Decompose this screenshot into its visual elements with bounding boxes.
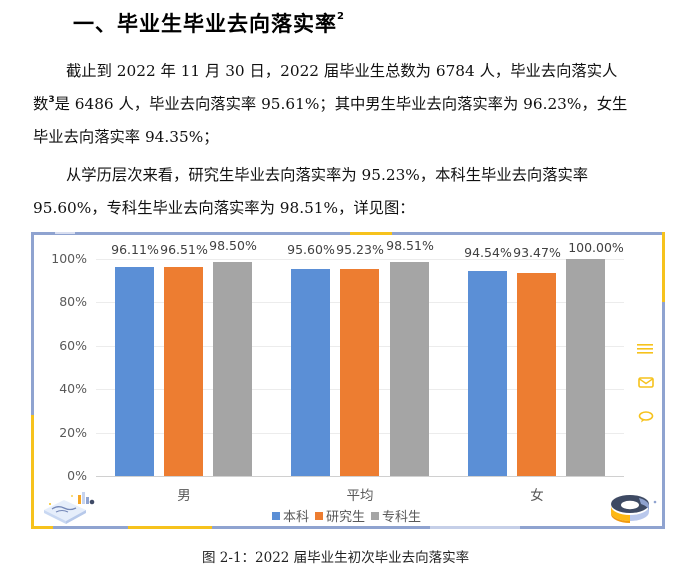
figure-caption: 图 2-1：2022 届毕业生初次毕业去向落实率 — [202, 550, 470, 566]
chart-border-left-accent — [31, 415, 34, 529]
data-label: 96.11% — [111, 242, 159, 257]
y-tick-label: 80% — [59, 294, 87, 309]
y-tick-label: 0% — [67, 468, 87, 483]
comment-icon[interactable] — [638, 410, 654, 424]
y-tick-label: 100% — [51, 251, 87, 266]
data-label: 100.00% — [568, 240, 624, 255]
section-heading-text: 一、毕业生毕业去向落实率 — [73, 12, 337, 36]
data-label: 98.50% — [209, 238, 257, 253]
data-label: 95.23% — [336, 242, 384, 257]
y-tick-label: 20% — [59, 425, 87, 440]
legend-label: 研究生 — [326, 510, 366, 525]
data-label: 96.51% — [160, 242, 208, 257]
paragraph-1-line-1: 截止到 2022 年 11 月 30 日，2022 届毕业生总数为 6784 人… — [66, 62, 618, 80]
y-tick-label: 40% — [59, 381, 87, 396]
legend-swatch — [272, 511, 280, 520]
bar-yanjiusheng-average[interactable] — [340, 269, 379, 476]
paragraph-2-line-2: 95.60%，专科生毕业去向落实率为 98.51%，详见图： — [33, 199, 415, 217]
footnote-marker[interactable]: 3 — [48, 95, 55, 105]
legend-swatch — [371, 511, 380, 520]
menu-icon[interactable] — [636, 343, 654, 355]
bar-zhuankesheng-average[interactable] — [390, 262, 429, 476]
x-axis-line — [96, 476, 624, 477]
category-label: 女 — [530, 488, 544, 504]
bar-zhuankesheng-female[interactable] — [566, 259, 605, 476]
y-tick-label: 60% — [59, 338, 87, 353]
data-label: 93.47% — [513, 245, 561, 260]
chart-border-accent — [430, 526, 520, 529]
legend-label: 专科生 — [382, 510, 422, 525]
donut-chart-illustration-icon — [611, 495, 657, 523]
text-span: 是 6486 人，毕业去向落实率 95.61%；其中男生毕业去向落实率为 96.… — [54, 95, 628, 113]
data-label: 94.54% — [464, 245, 512, 260]
chart-border-right-accent — [662, 232, 665, 302]
bar-yanjiusheng-male[interactable] — [164, 267, 203, 476]
category-label: 平均 — [346, 488, 374, 504]
data-label: 95.60% — [287, 242, 335, 257]
legend-item-yanjiusheng[interactable]: 研究生 — [315, 506, 365, 525]
bar-benke-average[interactable] — [291, 269, 330, 476]
paragraph-2-line-1: 从学历层次来看，研究生毕业去向落实率为 95.23%，本科生毕业去向落实率 — [66, 166, 589, 184]
chart-border-top — [31, 232, 665, 235]
footnote-marker[interactable]: 2 — [337, 11, 345, 22]
legend-item-zhuankesheng[interactable]: 专科生 — [371, 506, 421, 525]
paragraph-1-line-2: 数3是 6486 人，毕业去向落实率 95.61%；其中男生毕业去向落实率为 9… — [33, 88, 627, 121]
section-heading: 一、毕业生毕业去向落实率2 — [73, 8, 345, 38]
bar-benke-female[interactable] — [468, 271, 507, 476]
chart-border-accent — [31, 526, 53, 529]
chart-border-left — [31, 232, 34, 415]
chart-border-right — [662, 302, 665, 529]
chart-border-bottom — [31, 526, 665, 529]
text-span: 数 — [33, 95, 49, 113]
data-label: 98.51% — [386, 238, 434, 253]
mail-icon[interactable] — [638, 377, 654, 389]
bar-zhuankesheng-male[interactable] — [213, 262, 252, 476]
paragraph-1-line-3: 毕业去向落实率 94.35%； — [33, 128, 219, 146]
category-label: 男 — [177, 488, 191, 504]
chart-border-accent — [350, 232, 392, 235]
report-illustration-icon — [44, 492, 95, 524]
legend-swatch — [315, 511, 324, 520]
legend-label: 本科 — [283, 510, 310, 525]
chart-border-accent — [128, 526, 212, 529]
gridline — [96, 259, 624, 260]
bar-yanjiusheng-female[interactable] — [517, 273, 556, 476]
bar-benke-male[interactable] — [115, 267, 154, 476]
chart-border-accent — [55, 232, 75, 234]
legend-item-benke[interactable]: 本科 — [272, 506, 309, 525]
chart-legend: 本科 研究生 专科生 — [272, 506, 421, 525]
